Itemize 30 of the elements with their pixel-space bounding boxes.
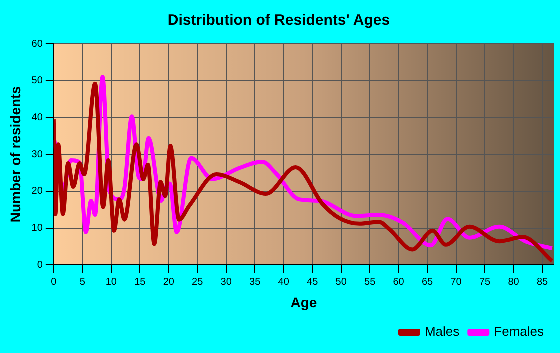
x-tick-label: 20	[163, 276, 175, 288]
x-tick-label: 30	[220, 276, 232, 288]
x-tick-label: 5	[80, 276, 86, 288]
y-tick-label: 40	[32, 112, 44, 124]
y-tick-label: 10	[32, 223, 44, 234]
y-axis-title: Number of residents	[7, 86, 24, 223]
x-tick-label: 40	[278, 276, 290, 288]
x-tick-label: 25	[192, 276, 204, 288]
x-tick-label: 60	[393, 276, 405, 288]
x-tick-label: 65	[422, 276, 434, 288]
x-tick-label: 0	[51, 276, 58, 288]
x-axis-title: Age	[290, 294, 318, 310]
x-tick-label: 15	[134, 276, 146, 288]
y-tick-label: 60	[32, 38, 44, 50]
x-tick-label: 80	[508, 276, 520, 288]
x-tick-label: 50	[336, 276, 348, 288]
chart-title: Distribution of Residents' Ages	[168, 12, 390, 30]
x-tick-label: 45	[307, 276, 319, 288]
x-tick-label: 70	[450, 276, 462, 288]
y-tick-label: 20	[32, 186, 44, 198]
y-tick-label: 30	[32, 149, 44, 160]
x-tick-label: 85	[536, 276, 549, 288]
y-tick-label: 0	[37, 260, 44, 271]
legend-label: Females	[494, 324, 544, 340]
x-tick-label: 75	[479, 276, 492, 288]
y-tick-label: 50	[32, 76, 44, 87]
legend-label: Males	[424, 324, 460, 340]
x-tick-label: 10	[106, 276, 118, 288]
x-tick-label: 55	[364, 276, 376, 288]
x-tick-label: 35	[250, 276, 262, 288]
